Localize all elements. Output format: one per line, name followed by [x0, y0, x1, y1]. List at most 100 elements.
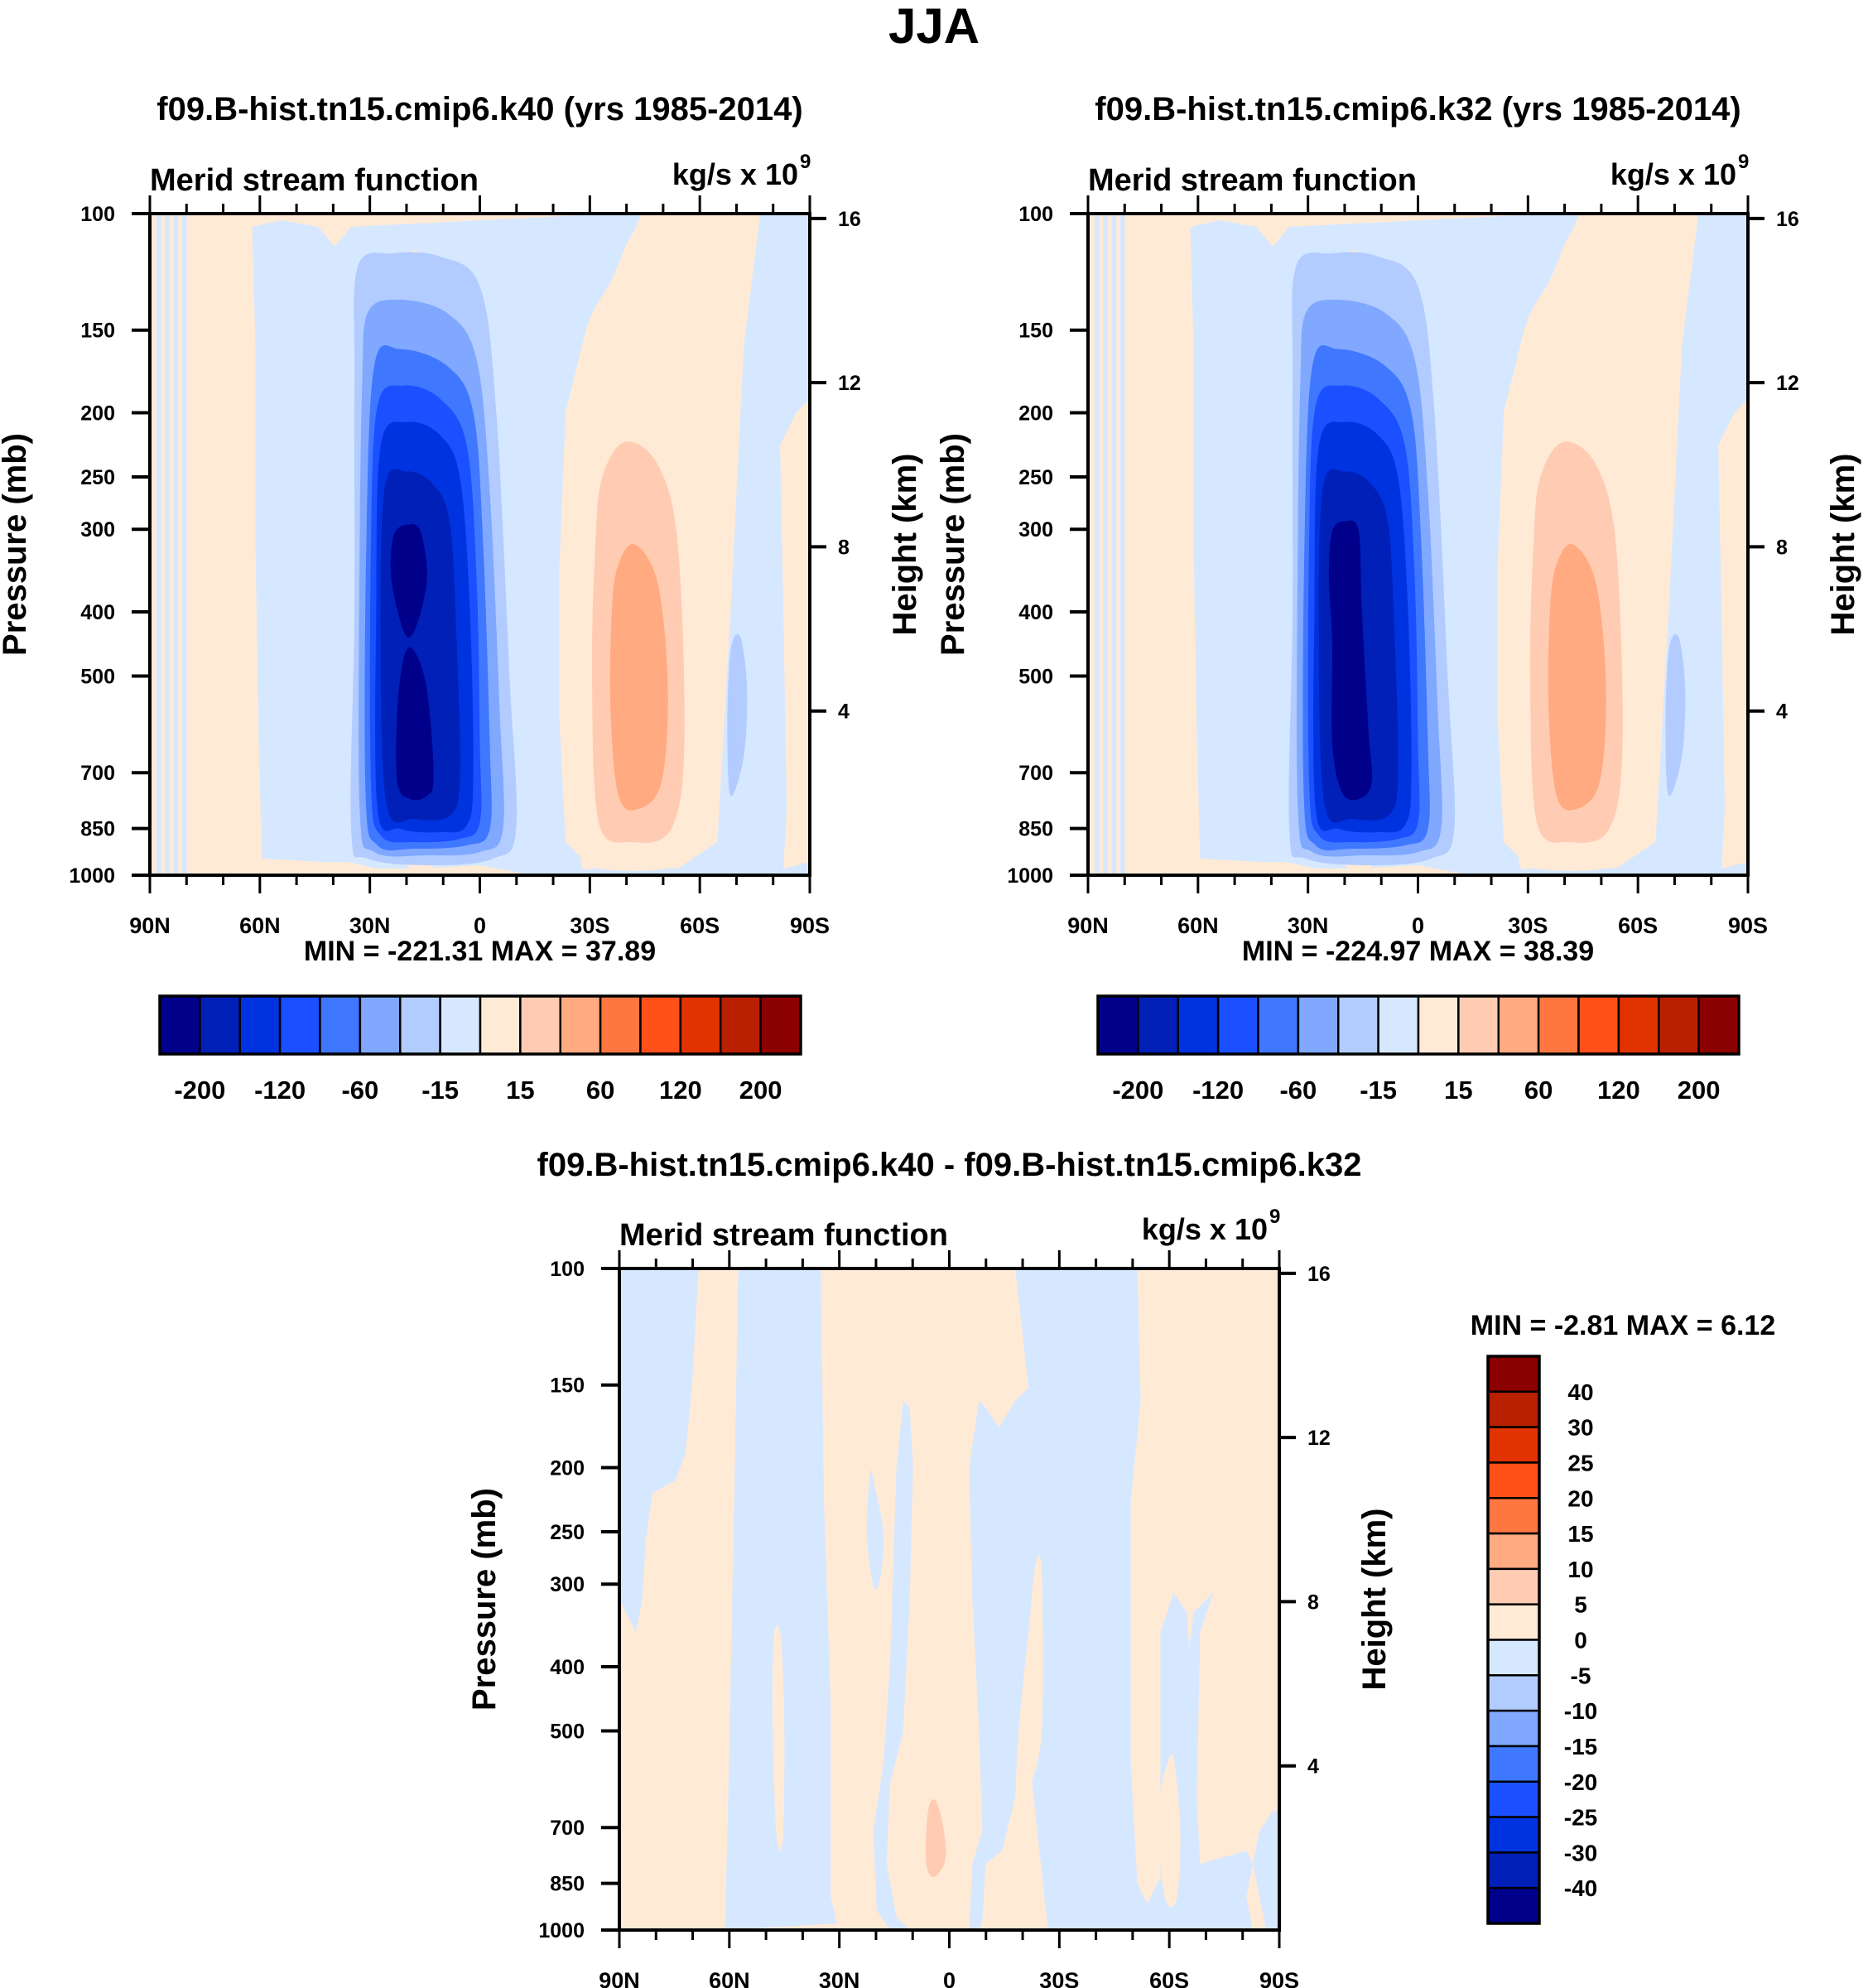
y-right-tick-label: 12 — [838, 372, 861, 395]
colorbar-label: 15 — [1444, 1076, 1472, 1105]
colorbar-box — [1486, 1461, 1541, 1499]
y-right-tick-label: 8 — [1307, 1591, 1319, 1614]
colorbar-box — [1216, 994, 1259, 1056]
colorbar-box — [439, 994, 482, 1056]
units-exponent: 9 — [800, 151, 811, 173]
colorbar-box — [1257, 994, 1300, 1056]
colorbar-label: 0 — [1574, 1628, 1587, 1653]
contour-region — [182, 214, 187, 875]
min-max-stats: MIN = -224.97 MAX = 38.39 — [1242, 936, 1594, 967]
colorbar-label: -15 — [1564, 1734, 1597, 1759]
colorbar-label: 60 — [1524, 1076, 1553, 1105]
y-tick-label: 700 — [80, 762, 115, 785]
units-label: kg/s x 10 — [1142, 1212, 1268, 1246]
colorbar-box — [1486, 1709, 1541, 1748]
colorbar-box — [1486, 1639, 1541, 1677]
colorbar-box — [720, 994, 762, 1056]
colorbar-label: -200 — [1112, 1076, 1163, 1105]
colorbar-box — [1617, 994, 1660, 1056]
y-tick-label: 200 — [550, 1457, 585, 1480]
hadley-cell-core — [390, 523, 427, 638]
y-tick-label: 250 — [1018, 466, 1053, 489]
colorbar-box — [759, 994, 802, 1056]
y-tick-label: 300 — [80, 518, 115, 542]
x-tick-label: 60S — [1618, 913, 1658, 938]
colorbar-label: 15 — [506, 1076, 534, 1105]
y-tick-label: 500 — [550, 1720, 585, 1743]
y-tick-label: 400 — [550, 1656, 585, 1679]
colorbar-label: -20 — [1564, 1769, 1597, 1795]
contour-region — [1095, 214, 1100, 875]
contour-field — [619, 1268, 1279, 1930]
colorbar-box — [1486, 1745, 1541, 1783]
colorbar-label: 5 — [1574, 1592, 1587, 1618]
y-right-tick-label: 4 — [838, 700, 850, 724]
colorbar-label: -200 — [174, 1076, 225, 1105]
y-tick-label: 200 — [1018, 402, 1053, 426]
colorbar-label: -25 — [1564, 1805, 1597, 1831]
colorbar-label: 20 — [1567, 1485, 1593, 1511]
y-tick-label: 100 — [80, 203, 115, 226]
hadley-cell-core — [396, 647, 434, 801]
colorbar-frame — [1096, 994, 1740, 1056]
contour-region — [609, 543, 668, 811]
colorbar-label: 30 — [1567, 1415, 1593, 1441]
contour-region — [873, 1400, 913, 1930]
colorbar-box — [1497, 994, 1540, 1056]
x-tick-label: 90S — [790, 913, 830, 938]
y-right-axis-label: Height (km) — [887, 454, 923, 636]
y-tick-label: 150 — [1018, 320, 1053, 343]
colorbar-box — [319, 994, 362, 1056]
y-tick-label: 500 — [80, 665, 115, 688]
contour-region — [1548, 543, 1606, 811]
contour-region — [1111, 214, 1117, 875]
y-tick-label: 500 — [1018, 665, 1053, 688]
y-tick-label: 1000 — [1007, 864, 1053, 888]
colorbar-box — [1486, 1532, 1541, 1571]
positive-anomaly-contour — [925, 1799, 946, 1878]
x-tick-label: 60N — [239, 913, 281, 938]
colorbar-label: -120 — [254, 1076, 306, 1105]
x-tick-label: 30N — [819, 1968, 860, 1988]
colorbar-box — [158, 994, 201, 1056]
y-tick-label: 850 — [1018, 818, 1053, 841]
colorbar-box — [1337, 994, 1379, 1056]
y-tick-label: 250 — [550, 1521, 585, 1544]
x-tick-label: 90N — [129, 913, 171, 938]
colorbar-box — [1486, 1851, 1541, 1889]
colorbar-box — [238, 994, 282, 1056]
x-tick-label: 90S — [1259, 1968, 1299, 1988]
y-right-tick-label: 12 — [1776, 372, 1799, 395]
x-tick-label: 90N — [1067, 913, 1109, 938]
y-tick-label: 150 — [80, 320, 115, 343]
colorbar-label: -30 — [1564, 1840, 1597, 1865]
colorbar-box — [1486, 1497, 1541, 1535]
contour-field — [1088, 214, 1748, 875]
y-right-tick-label: 16 — [838, 208, 861, 231]
x-tick-label: 60N — [709, 1968, 750, 1988]
contour-region — [165, 214, 170, 875]
colorbar-label: 40 — [1567, 1379, 1593, 1405]
panel-title: f09.B-hist.tn15.cmip6.k32 (yrs 1985-2014… — [1095, 91, 1740, 128]
colorbar-label: 10 — [1567, 1557, 1593, 1582]
y-tick-label: 850 — [550, 1873, 585, 1896]
panel-k40: 90N 60N 30N 0 30S 60S 90S 100 150 200 250 300 400 500… — [0, 91, 923, 1105]
contour-region — [1120, 214, 1125, 875]
y-tick-label: 400 — [80, 601, 115, 624]
contour-region — [1103, 214, 1108, 875]
colorbar-box — [1697, 994, 1740, 1056]
y-tick-label: 300 — [550, 1573, 585, 1596]
contour-region — [1015, 1555, 1043, 1865]
contour-region — [725, 1268, 837, 1930]
colorbar-box — [1486, 1886, 1541, 1925]
colorbar-label: -120 — [1192, 1076, 1244, 1105]
contour-region — [619, 1268, 699, 1633]
colorbar-box — [639, 994, 682, 1056]
colorbar-box — [1457, 994, 1500, 1056]
colorbar-label: -15 — [1360, 1076, 1397, 1105]
colorbar-box — [1096, 994, 1139, 1056]
colorbar-box — [1297, 994, 1340, 1056]
x-tick-label: 90N — [599, 1968, 640, 1988]
panel-k32: 90N 60N 30N 0 30S 60S 90S 100 150 200 250 300 400 500… — [935, 91, 1861, 1105]
units-label: kg/s x 10 — [672, 157, 798, 191]
